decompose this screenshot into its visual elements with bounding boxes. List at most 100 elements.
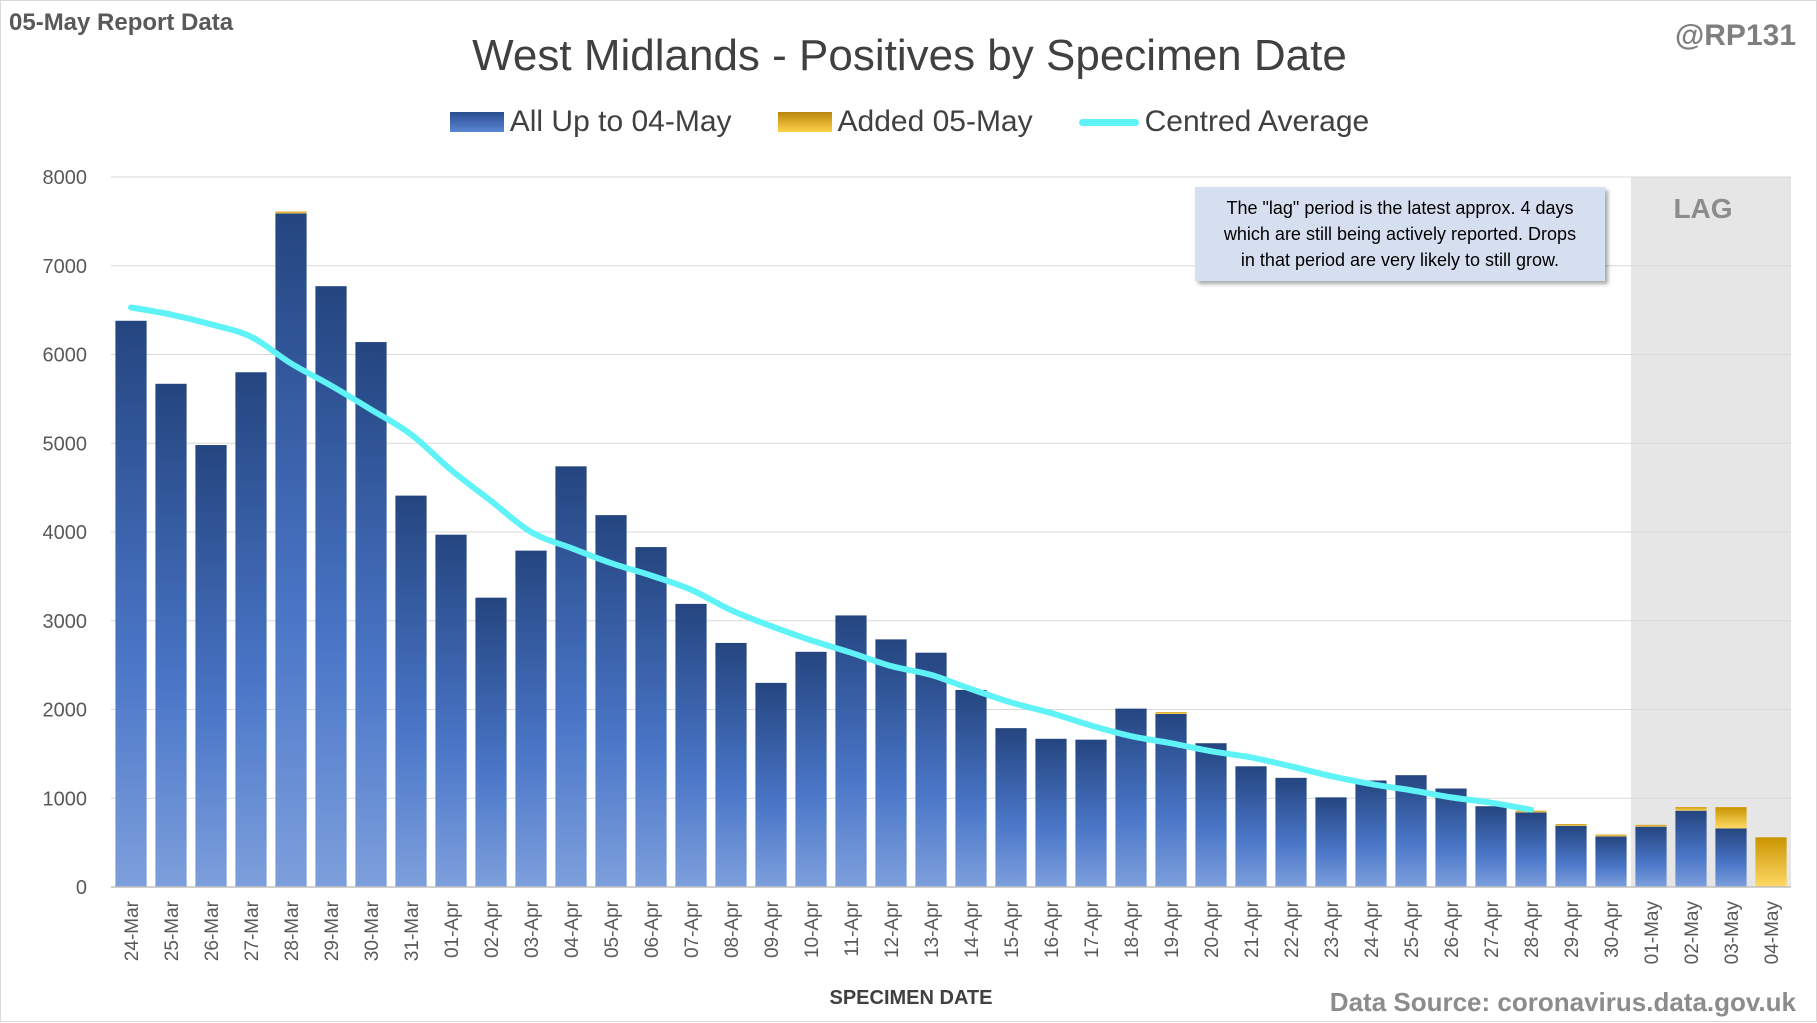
y-tick-label: 1000 [43, 788, 88, 810]
x-tick-label: 04-Apr [562, 900, 583, 958]
x-tick-label: 02-Apr [482, 900, 503, 958]
x-tick-label: 19-Apr [1162, 900, 1183, 958]
bar-all-up-to [1715, 828, 1747, 887]
bar-all-up-to [1315, 797, 1347, 887]
x-tick-label: 03-Apr [522, 900, 543, 958]
bar-added [1715, 807, 1747, 829]
bar-all-up-to [1075, 739, 1107, 887]
annotation-line-1: The "lag" period is the latest approx. 4… [1226, 198, 1574, 218]
bar-all-up-to [1555, 825, 1587, 887]
legend-item-average: Centred Average [1078, 105, 1370, 139]
bar-all-up-to [755, 682, 787, 887]
bar-all-up-to [235, 372, 267, 887]
bar-all-up-to [115, 320, 147, 887]
x-tick-label: 25-Apr [1402, 900, 1423, 958]
x-tick-label: 24-Mar [122, 900, 143, 961]
bar-all-up-to [1675, 810, 1707, 887]
bar-all-up-to [1595, 836, 1627, 887]
x-tick-label: 01-Apr [442, 900, 463, 958]
x-tick-label: 26-Mar [202, 900, 223, 961]
bar-added [1555, 823, 1587, 826]
data-source: Data Source: coronavirus.data.gov.uk [1329, 987, 1796, 1017]
x-tick-label: 06-Apr [642, 900, 663, 958]
x-tick-label: 27-Apr [1482, 900, 1503, 958]
legend-item-added: Added 05-May [777, 105, 1033, 139]
x-tick-label: 30-Mar [362, 900, 383, 961]
bar-all-up-to [995, 728, 1027, 887]
bar-all-up-to [915, 652, 947, 887]
bar-all-up-to [1195, 743, 1227, 887]
legend-swatch-gold [777, 112, 832, 132]
x-tick-label: 04-May [1762, 901, 1783, 965]
x-tick-label: 10-Apr [802, 900, 823, 958]
x-tick-label: 26-Apr [1442, 900, 1463, 958]
bar-added [1595, 834, 1627, 837]
x-tick-label: 11-Apr [842, 900, 863, 956]
x-tick-label: 20-Apr [1202, 900, 1223, 958]
bar-all-up-to [275, 213, 307, 887]
legend-label-added: Added 05-May [837, 105, 1033, 138]
bar-all-up-to [195, 445, 227, 887]
x-tick-label: 09-Apr [762, 900, 783, 958]
y-tick-label: 2000 [43, 700, 88, 722]
x-tick-label: 30-Apr [1602, 900, 1623, 958]
bar-all-up-to [1035, 738, 1067, 887]
bar-added [1675, 807, 1707, 811]
bar-all-up-to [835, 615, 867, 887]
x-tick-label: 18-Apr [1122, 900, 1143, 958]
bar-added [1755, 837, 1787, 887]
y-tick-label: 0 [76, 877, 87, 899]
chart-title: West Midlands - Positives by Specimen Da… [472, 31, 1347, 80]
x-tick-label: 07-Apr [682, 900, 703, 958]
legend: All Up to 04-May Added 05-May Centred Av… [1, 105, 1817, 139]
bar-all-up-to [1635, 826, 1667, 887]
x-tick-label: 15-Apr [1002, 900, 1023, 958]
bar-all-up-to [1475, 806, 1507, 887]
x-tick-label: 29-Apr [1562, 900, 1583, 958]
bar-all-up-to [595, 515, 627, 887]
legend-label-average: Centred Average [1144, 105, 1370, 138]
lag-annotation-box: The "lag" period is the latest approx. 4… [1195, 187, 1605, 281]
x-axis-title: SPECIMEN DATE [829, 987, 993, 1009]
x-tick-label: 28-Mar [282, 900, 303, 961]
x-tick-label: 12-Apr [882, 900, 903, 958]
lag-label: LAG [1673, 193, 1733, 224]
x-tick-label: 24-Apr [1362, 900, 1383, 958]
bar-all-up-to [1275, 777, 1307, 887]
bar-all-up-to [355, 342, 387, 887]
bar-all-up-to [1235, 766, 1267, 887]
x-tick-label: 03-May [1722, 901, 1743, 965]
x-tick-label: 23-Apr [1322, 900, 1343, 958]
bar-all-up-to [1435, 788, 1467, 887]
x-tick-label: 16-Apr [1042, 900, 1063, 958]
x-tick-label: 14-Apr [962, 900, 983, 958]
x-tick-label: 22-Apr [1282, 900, 1303, 958]
y-tick-label: 5000 [43, 433, 88, 455]
x-tick-label: 27-Mar [242, 900, 263, 961]
annotation-line-2: which are still being actively reported.… [1223, 224, 1577, 244]
author-handle: @RP131 [1675, 19, 1796, 52]
report-date-label: 05-May Report Data [9, 9, 234, 36]
x-tick-label: 17-Apr [1082, 900, 1103, 958]
legend-swatch-blue [449, 112, 504, 132]
bar-all-up-to [635, 547, 667, 887]
x-tick-label: 13-Apr [922, 900, 943, 958]
x-tick-label: 25-Mar [162, 900, 183, 961]
bar-all-up-to [155, 383, 187, 887]
y-tick-label: 6000 [43, 345, 88, 367]
x-tick-label: 08-Apr [722, 900, 743, 958]
annotation-line-3: in that period are very likely to still … [1240, 250, 1560, 270]
bar-all-up-to [1355, 780, 1387, 887]
legend-swatch-line [1078, 118, 1139, 126]
x-tick-label: 02-May [1682, 901, 1703, 965]
y-tick-label: 3000 [43, 611, 88, 633]
bar-all-up-to [875, 639, 907, 887]
y-tick-label: 4000 [43, 522, 88, 544]
y-tick-label: 8000 [43, 167, 88, 189]
bar-all-up-to [675, 603, 707, 887]
centred-average-line [128, 304, 1534, 813]
bar-all-up-to [1515, 812, 1547, 887]
bar-added [1635, 824, 1667, 827]
